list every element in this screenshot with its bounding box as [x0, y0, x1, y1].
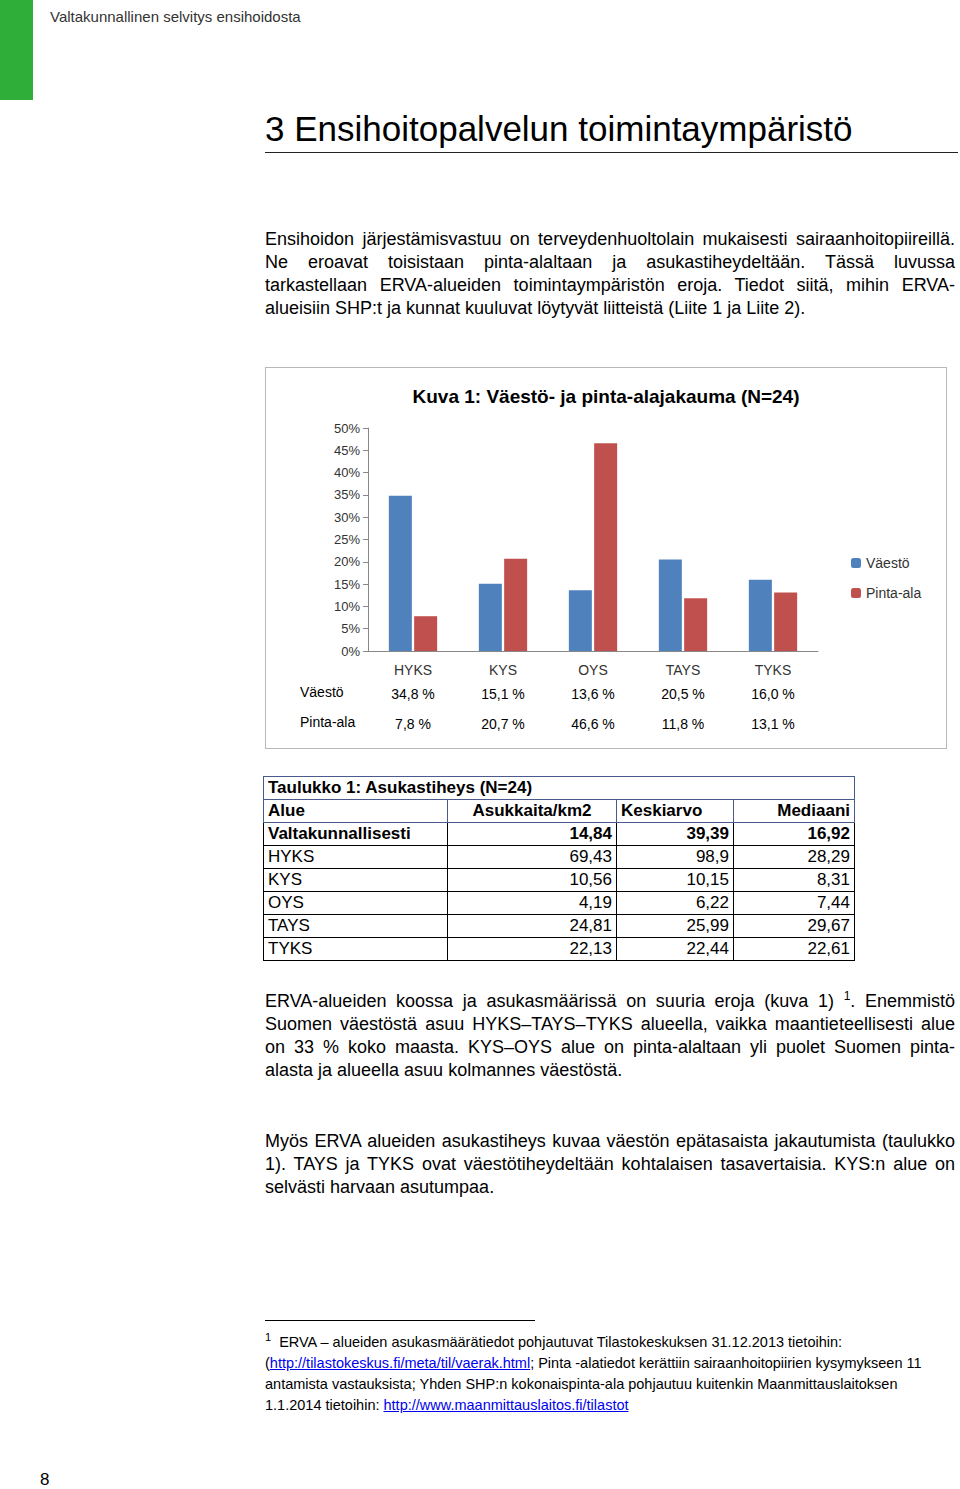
svg-text:Väestö: Väestö: [300, 684, 344, 700]
html-text:14,84: 14,84: [569, 824, 612, 843]
html-text:TAYS: TAYS: [268, 916, 310, 935]
svg-text:46,6 %: 46,6 %: [571, 716, 615, 732]
html-text:OYS: OYS: [268, 893, 304, 912]
svg-text:15,1 %: 15,1 %: [481, 686, 525, 702]
svg-text:10%: 10%: [334, 599, 360, 614]
svg-text:15%: 15%: [334, 577, 360, 592]
html-text:Mediaani: Mediaani: [777, 801, 850, 820]
svg-text:5%: 5%: [341, 621, 360, 636]
html-text:7,44: 7,44: [816, 893, 850, 912]
html-text:4,19: 4,19: [578, 893, 612, 912]
html-text:22,13: 22,13: [569, 939, 612, 958]
html-text:24,81: 24,81: [569, 916, 612, 935]
html-text:16,92: 16,92: [807, 824, 850, 843]
html-text:Asukkaita/km2: Asukkaita/km2: [472, 801, 592, 820]
html-text:8: 8: [40, 1470, 50, 1489]
html-text:3 Ensihoitopalvelun toimintaym: 3 Ensihoitopalvelun toimintaympäristö: [265, 109, 853, 148]
svg-text:Pinta-ala: Pinta-ala: [300, 714, 355, 730]
html-text:10,56: 10,56: [569, 870, 612, 889]
svg-text:16,0 %: 16,0 %: [751, 686, 795, 702]
html-text:ERVA – alueiden asukasmäärätie: ERVA – alueiden asukasmäärätiedot pohjau…: [265, 1333, 922, 1413]
html-text:1: 1: [265, 1331, 272, 1343]
html-text:Myös ERVA alueiden asukastihey: Myös ERVA alueiden asukastiheys kuvaa vä…: [265, 1131, 955, 1197]
svg-text:0%: 0%: [341, 644, 360, 659]
html-text:28,29: 28,29: [807, 847, 850, 866]
svg-text:11,8 %: 11,8 %: [662, 716, 705, 732]
html-text:Valtakunnallinen selvitys ensi: Valtakunnallinen selvitys ensihoidosta: [50, 8, 301, 25]
svg-text:20,5 %: 20,5 %: [661, 686, 705, 702]
html-text:8,31: 8,31: [816, 870, 850, 889]
svg-text:20%: 20%: [334, 554, 360, 569]
html-text:KYS: KYS: [268, 870, 302, 889]
svg-text:30%: 30%: [334, 510, 360, 525]
html-text:Taulukko 1: Asukastiheys (N=24: Taulukko 1: Asukastiheys (N=24): [268, 778, 533, 797]
html-text:Alue: Alue: [268, 801, 305, 820]
html-text:98,9: 98,9: [695, 847, 729, 866]
html-text:ERVA-alueiden koossa ja asukas: ERVA-alueiden koossa ja asukasmäärissä o…: [265, 989, 955, 1080]
svg-text:7,8 %: 7,8 %: [395, 716, 431, 732]
svg-text:TAYS: TAYS: [666, 662, 701, 678]
svg-text:40%: 40%: [334, 465, 360, 480]
html-text:HYKS: HYKS: [268, 847, 315, 866]
html-text:Valtakunnallisesti: Valtakunnallisesti: [268, 824, 411, 843]
html-text:25,99: 25,99: [686, 916, 729, 935]
html-text:6,22: 6,22: [695, 893, 729, 912]
svg-text:34,8 %: 34,8 %: [391, 686, 435, 702]
svg-text:TYKS: TYKS: [755, 662, 792, 678]
svg-text:25%: 25%: [334, 532, 360, 547]
html-text:Keskiarvo: Keskiarvo: [621, 801, 703, 820]
html-text:10,15: 10,15: [686, 870, 729, 889]
svg-text:35%: 35%: [334, 487, 360, 502]
svg-text:OYS: OYS: [578, 662, 608, 678]
html-text:39,39: 39,39: [686, 824, 729, 843]
svg-text:45%: 45%: [334, 443, 360, 458]
svg-text:HYKS: HYKS: [394, 662, 432, 678]
svg-text:13,6 %: 13,6 %: [571, 686, 615, 702]
html-text:29,67: 29,67: [807, 916, 850, 935]
svg-text:Kuva 1: Väestö- ja pinta-alaja: Kuva 1: Väestö- ja pinta-alajakauma (N=2…: [412, 386, 799, 407]
svg-text:50%: 50%: [334, 421, 360, 436]
svg-text:Pinta-ala: Pinta-ala: [866, 585, 921, 601]
html-text:TYKS: TYKS: [268, 939, 313, 958]
html-text:22,44: 22,44: [686, 939, 729, 958]
svg-text:Väestö: Väestö: [866, 555, 910, 571]
html-text:69,43: 69,43: [569, 847, 612, 866]
svg-text:13,1 %: 13,1 %: [751, 716, 795, 732]
html-text:Ensihoidon järjestämisvastuu o: Ensihoidon järjestämisvastuu on terveyde…: [265, 229, 955, 318]
svg-text:20,7 %: 20,7 %: [481, 716, 525, 732]
html-text:22,61: 22,61: [807, 939, 850, 958]
svg-text:KYS: KYS: [489, 662, 517, 678]
